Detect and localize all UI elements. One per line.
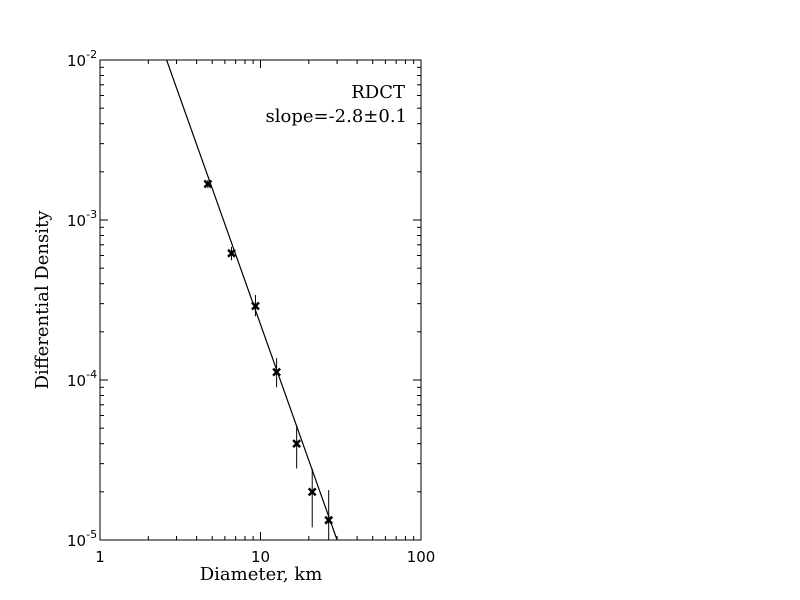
y-tick-label: 10-4 bbox=[67, 368, 97, 390]
data-point bbox=[292, 439, 302, 449]
x-axis-label: Diameter, km bbox=[200, 564, 323, 585]
annotation-slope: slope=-2.8±0.1 bbox=[265, 106, 407, 127]
y-tick-exponent: -5 bbox=[86, 528, 97, 541]
y-tick-exponent: -3 bbox=[86, 208, 97, 221]
data-point bbox=[227, 248, 236, 258]
x-tick-label: 100 bbox=[407, 548, 436, 566]
y-tick-exponent: -4 bbox=[86, 368, 97, 381]
data-point-stroke bbox=[227, 248, 236, 258]
data-point bbox=[251, 301, 260, 311]
y-tick-label: 10-5 bbox=[67, 528, 97, 550]
data-point bbox=[203, 179, 213, 189]
x-tick-label: 1 bbox=[95, 548, 105, 566]
data-point-stroke bbox=[307, 487, 317, 497]
x-tick-label: 10 bbox=[251, 548, 270, 566]
data-point bbox=[272, 367, 281, 377]
y-axis-label: Differential Density bbox=[32, 210, 53, 390]
data-point-stroke bbox=[272, 367, 281, 377]
data-point-stroke bbox=[292, 439, 302, 449]
y-tick-label: 10-2 bbox=[67, 48, 97, 70]
data-point-stroke bbox=[324, 515, 334, 525]
axes-frame bbox=[99, 59, 422, 541]
data-point bbox=[307, 487, 317, 497]
plot-clip-group bbox=[166, 60, 338, 540]
axis-ticks: 1 10 100 10-5 10-4 10-3 10-2 bbox=[67, 48, 435, 566]
annotation-name: RDCT bbox=[351, 82, 405, 103]
data-point-stroke bbox=[203, 179, 213, 189]
data-point-stroke bbox=[251, 301, 260, 311]
y-tick-exponent: -2 bbox=[86, 48, 97, 61]
fit-line bbox=[166, 60, 338, 540]
y-tick-label: 10-3 bbox=[67, 208, 97, 230]
data-point bbox=[324, 515, 334, 525]
plot-area bbox=[166, 60, 338, 540]
